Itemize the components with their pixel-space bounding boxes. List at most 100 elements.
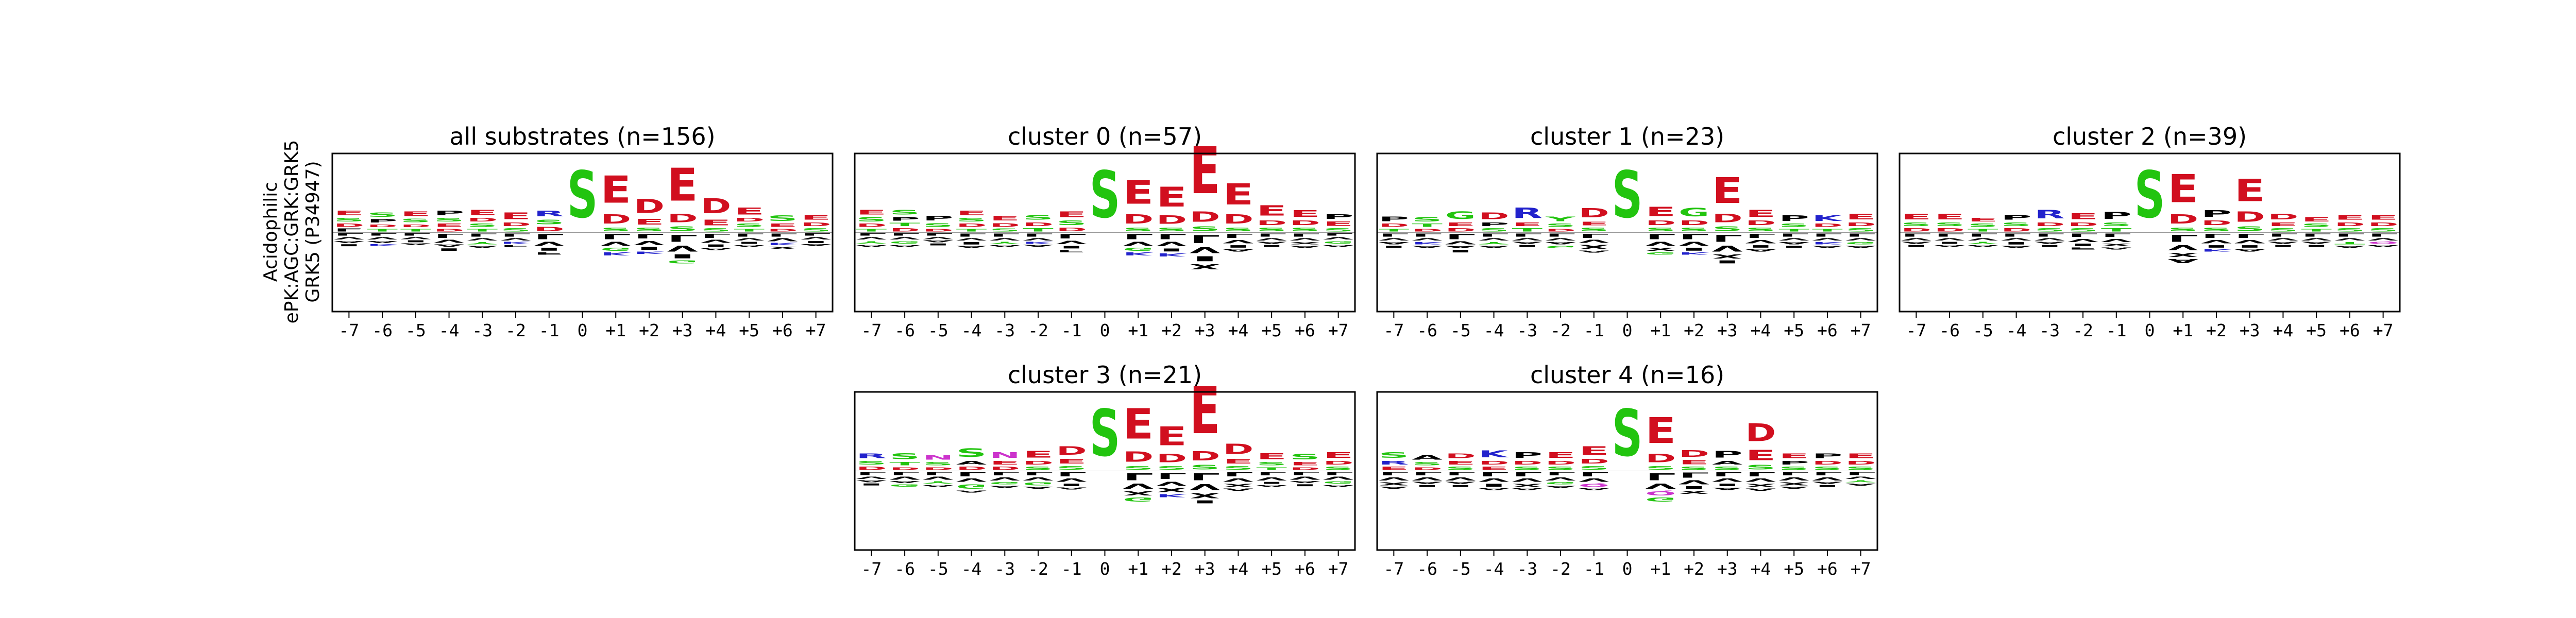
- logo-letter-L-depleted: L: [1745, 232, 1776, 238]
- logo-letter-V-depleted: V: [634, 239, 665, 246]
- x-tick-label: +5: [2306, 320, 2327, 340]
- logo-letter-S: S: [1934, 221, 1965, 228]
- logo-letter-V-depleted: V: [2334, 237, 2365, 242]
- logo-letter-A-depleted: A: [2301, 241, 2332, 244]
- logo-letter-L-depleted: L: [1812, 471, 1843, 476]
- logo-letter-A-depleted: A: [1512, 488, 1543, 491]
- logo-letter-D: D: [500, 221, 531, 228]
- logo-letter-I-depleted: I: [1256, 245, 1287, 248]
- logo-letter-P: P: [367, 218, 398, 224]
- logo-letter-E: E: [1123, 174, 1154, 211]
- x-tick-label: +3: [2240, 320, 2260, 340]
- logo-letter-Q-depleted: Q: [1645, 490, 1676, 496]
- logo-letter-L-depleted: L: [2167, 233, 2198, 244]
- logo-letter-D: D: [956, 466, 987, 471]
- logo-letter-G-depleted: G: [889, 484, 920, 488]
- logo-letter-L-depleted: L: [634, 232, 665, 239]
- logo-letter-A-depleted: A: [1256, 241, 1287, 244]
- logo-letter-L-depleted: L: [956, 232, 987, 237]
- logo-letter-I-depleted: I: [334, 244, 365, 247]
- logo-letter-S: S: [734, 222, 765, 228]
- logo-letter-D: D: [856, 223, 887, 228]
- logo-letter-A-depleted: A: [956, 245, 987, 248]
- logo-letter-E: E: [500, 211, 531, 221]
- logo-letter-I-depleted: I: [1479, 483, 1510, 488]
- logo-letter-S: S: [1156, 227, 1187, 233]
- panel-frame: [854, 391, 1356, 551]
- x-tick-label: -1: [2106, 320, 2127, 340]
- logo-letter-V-depleted: V: [1123, 241, 1154, 247]
- logo-letter-S: S: [367, 212, 398, 218]
- logo-letter-V-depleted: V: [1323, 236, 1354, 241]
- logo-letter-P: P: [1379, 215, 1410, 223]
- logo-letter-L-depleted: L: [667, 233, 698, 244]
- logo-letter-A-depleted: A: [1512, 241, 1543, 244]
- logo-letter-E: E: [1479, 466, 1510, 471]
- logo-letter-G-depleted: G: [956, 483, 987, 490]
- logo-letter-S: S: [2035, 227, 2065, 232]
- logo-letter-S: S: [2101, 221, 2132, 228]
- logo-letter-A-depleted: A: [1379, 486, 1410, 489]
- logo-letter-V-depleted: V: [1545, 237, 1576, 242]
- logo-letter-V-depleted: V: [1412, 476, 1443, 481]
- logo-letter-I-depleted: I: [1223, 245, 1254, 249]
- logo-letter-D: D: [1156, 213, 1187, 227]
- logo-panel-2: cluster 1 (n=23)TDPLVAI-7DTSLVKA-6DEGLVA…: [1376, 123, 1878, 340]
- logo-letter-D: D: [1512, 460, 1543, 466]
- logo-letter-S: S: [1379, 451, 1410, 459]
- logo-letter-D: D: [2268, 212, 2299, 221]
- logo-letter-E: E: [1645, 410, 1676, 452]
- logo-letter-S: S: [2134, 158, 2165, 232]
- logo-letter-V-depleted: V: [2035, 237, 2065, 242]
- logo-letter-S: S: [1679, 227, 1709, 233]
- x-tick-label: +2: [1161, 320, 1182, 340]
- logo-letter-E: E: [1901, 212, 1932, 221]
- logo-letter-E: E: [1512, 221, 1543, 228]
- x-tick-label: +1: [1128, 559, 1148, 579]
- logo-letter-I-depleted: I: [2001, 241, 2032, 245]
- logo-letter-A-depleted: A: [1445, 245, 1476, 249]
- logo-letter-K-depleted: K: [500, 241, 531, 244]
- logo-letter-I-depleted: I: [634, 246, 665, 251]
- x-tick-label: -1: [1584, 559, 1604, 579]
- logo-letter-A-depleted: A: [889, 245, 920, 248]
- logo-letter-E: E: [1023, 449, 1054, 459]
- logo-letter-S: S: [1479, 227, 1510, 232]
- logo-letter-Y-depleted: Y: [1478, 241, 1510, 245]
- logo-letter-D: D: [2234, 209, 2265, 225]
- logo-letter-R: R: [1512, 205, 1543, 221]
- logo-letter-G-depleted: G: [1645, 251, 1676, 255]
- logo-letter-L-depleted: L: [1023, 232, 1054, 237]
- logo-letter-E: E: [1745, 208, 1776, 219]
- logo-letter-V-depleted: V: [2268, 237, 2299, 242]
- logo-letter-Y: Y: [1545, 215, 1576, 222]
- logo-letter-I-depleted: I: [1190, 500, 1221, 504]
- logo-letter-V-depleted: V: [1845, 476, 1876, 480]
- x-tick-label: +1: [605, 320, 626, 340]
- logo-letter-V-depleted: V: [990, 237, 1021, 242]
- x-tick-label: +7: [1851, 320, 1871, 340]
- logo-letter-V-depleted: V: [2201, 239, 2232, 245]
- x-tick-label: -4: [439, 320, 460, 340]
- logo-panel-0: all substrates (n=156)FDSELVAI-7TDPSLVAK…: [331, 123, 834, 340]
- logo-letter-L-depleted: L: [1256, 471, 1287, 476]
- logo-letter-S: S: [400, 217, 431, 224]
- logo-letter-S: S: [1090, 396, 1121, 471]
- logo-letter-A-depleted: A: [1412, 481, 1443, 484]
- logo-letter-V-depleted: V: [1812, 237, 1843, 242]
- logo-letter-D: D: [467, 217, 498, 223]
- x-tick-label: +6: [772, 320, 793, 340]
- logo-letter-D: D: [1545, 228, 1576, 233]
- logo-letter-L-depleted: L: [990, 232, 1021, 237]
- logo-letter-E: E: [1712, 170, 1743, 212]
- logo-letter-E: E: [467, 209, 498, 217]
- logo-letter-I-depleted: I: [1812, 485, 1843, 488]
- logo-letter-K-depleted: K: [2201, 248, 2232, 252]
- logo-letter-L-depleted: L: [1023, 471, 1054, 476]
- logo-letter-K-depleted: K: [1123, 251, 1154, 256]
- x-tick-label: +6: [2340, 320, 2360, 340]
- x-tick-label: -2: [2073, 320, 2093, 340]
- logo-letter-G-depleted: G: [1323, 480, 1354, 485]
- panel-title: cluster 0 (n=57): [1008, 123, 1202, 150]
- logo-letter-E: E: [1223, 457, 1254, 465]
